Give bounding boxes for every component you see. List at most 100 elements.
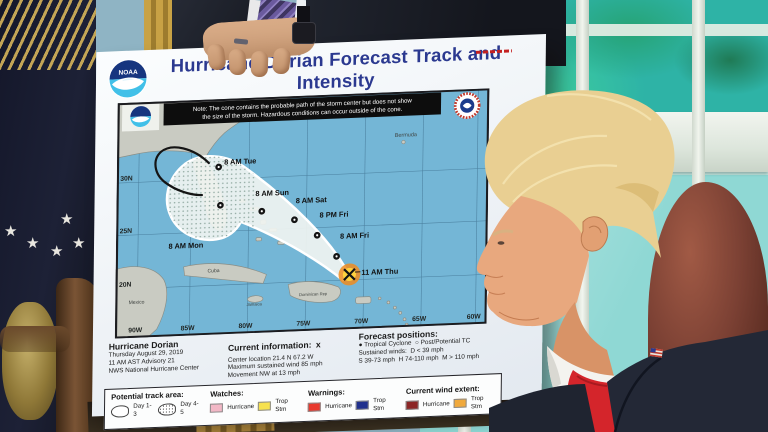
lat-label: 25N (120, 228, 133, 236)
hispaniola (287, 281, 341, 303)
current-info-heading: Current information: (227, 339, 312, 354)
ear (580, 216, 609, 252)
forecast-map: Bermuda Cuba Mexico Jamaica Dominican Re… (114, 88, 498, 339)
map-border (114, 88, 490, 339)
lon-label: 65W (412, 316, 427, 324)
wristwatch (292, 22, 316, 44)
track-label-sat: 8 AM Sat (296, 195, 328, 205)
finger (228, 48, 247, 76)
day45-cone-icon (157, 402, 177, 416)
noaa-logo-text: NOAA (118, 69, 138, 77)
nhc-hurricane-glyph (462, 102, 472, 109)
track-dot (215, 163, 223, 171)
hair-strands (502, 93, 652, 203)
flag-eagle-feathers (0, 0, 96, 70)
track-label-fri-am: 8 AM Fri (340, 231, 369, 241)
watch-strap (297, 6, 310, 24)
hurricane-forecast-poster: NOAA Hurricane Dorian Forecast Track and… (91, 34, 547, 431)
sharpie-extension (154, 146, 210, 197)
lon-label: 60W (467, 313, 482, 321)
noaa-logo: NOAA (108, 59, 148, 99)
flag-star-icon: ★ (26, 235, 40, 252)
cone-day45-stipple (165, 150, 255, 249)
track-dot (258, 207, 266, 215)
wind-cat-h: H 74-110 mph (398, 354, 439, 364)
person-right (476, 90, 768, 432)
current-x-symbol: x (315, 339, 321, 350)
legend-watches: Watches: Hurricane Trop Stm (210, 386, 299, 416)
dominican-republic-label: Dominican Rep (299, 291, 328, 297)
cone-note: Note: The cone contains the probable pat… (163, 92, 442, 126)
post-tc-circle-icon: ○ (414, 339, 419, 348)
map-axis-labels: 30N 25N 20N 90W 85W 80W 75W 70W 65W 60W (119, 175, 482, 335)
lapel-line (613, 356, 662, 432)
track-dot (313, 231, 321, 239)
flag-star-icon: ★ (4, 223, 18, 240)
map-noaa-logo (121, 103, 160, 132)
flag-star-icon: ★ (50, 243, 64, 260)
current-x-icon (343, 268, 356, 281)
chair-rail (0, 326, 70, 352)
puerto-rico (355, 296, 372, 304)
bermuda-label: Bermuda (395, 132, 418, 139)
hurricane-warning-label: Hurricane (325, 401, 352, 410)
flag-gold-tassel (2, 302, 58, 420)
lon-label: 85W (181, 325, 196, 333)
tropical-cyclone-dot-icon: ● (358, 342, 363, 350)
forecast-track-labels: 11 AM Thu 8 AM Fri 8 PM Fri 8 AM Sat 8 A… (169, 156, 399, 277)
poster-header: NOAA Hurricane Dorian Forecast Track and… (96, 34, 546, 103)
forecast-track-dots (215, 163, 340, 260)
finger (250, 50, 269, 78)
hurricane-wind-swatch (405, 400, 420, 410)
bermuda-island (401, 140, 406, 145)
track-dot (333, 252, 340, 260)
lat-label: 30N (120, 175, 133, 183)
lon-label: 90W (128, 327, 143, 335)
window-rail-top (530, 24, 768, 36)
presidential-flag: ★ ★ ★ ★ ★ (0, 0, 96, 432)
nhc-logo (453, 92, 481, 119)
neck (551, 302, 615, 380)
track-label-mon: 8 AM Mon (169, 240, 204, 250)
day13-label: Day 1-3 (133, 402, 152, 418)
track-label-fri-pm: 8 PM Fri (320, 210, 349, 220)
lon-label: 80W (239, 323, 254, 331)
flag-lapel-pin (649, 348, 663, 358)
cuba (183, 263, 267, 284)
track-label-sun: 8 AM Sun (255, 188, 289, 198)
current-position-marker (338, 263, 361, 286)
track-dot (216, 201, 224, 209)
mexico-label: Mexico (129, 299, 145, 306)
legend-track-area: Potential track area: Day 1-3 Day 4-5 (110, 389, 201, 419)
day13-cone-icon (110, 404, 130, 418)
eyebrow (492, 229, 514, 237)
hurricane-watch-label: Hurricane (227, 402, 255, 411)
tropstm-warning-label: Trop Stm (373, 396, 386, 412)
jamaica-label: Jamaica (246, 301, 262, 307)
track-dot (291, 216, 298, 224)
tropstm-warning-swatch (355, 400, 370, 410)
track-label-tue: 8 AM Tue (224, 156, 256, 166)
wind-cat-s: S 39-73 mph (358, 356, 396, 365)
map-place-labels: Bermuda Cuba Mexico Jamaica Dominican Re… (129, 132, 418, 307)
wooden-chair (0, 278, 112, 432)
storm-info: Hurricane Dorian Thursday August 29, 201… (108, 337, 222, 385)
current-information: Current information: x Center location 2… (228, 332, 353, 380)
legend-warnings: Warnings: Hurricane Trop Stm (307, 385, 397, 415)
yucatan (114, 266, 168, 339)
flag-star-icon: ★ (60, 211, 74, 228)
suit-right (607, 330, 768, 432)
lon-label: 70W (354, 318, 369, 326)
tropstm-watch-swatch (258, 401, 272, 411)
tropstm-watch-label: Trop Stm (275, 397, 288, 413)
noaa-wave (111, 77, 144, 90)
day45-label: Day 4-5 (180, 400, 199, 416)
cuba-label: Cuba (208, 268, 220, 274)
hurricane-warning-swatch (307, 402, 322, 412)
eye (497, 241, 505, 245)
hurricane-watch-swatch (210, 403, 224, 413)
flag-star-icon: ★ (72, 235, 86, 252)
hurricane-wind-label: Hurricane (422, 399, 450, 409)
jamaica-island (247, 295, 264, 303)
forecast-map-svg: Bermuda Cuba Mexico Jamaica Dominican Re… (114, 88, 490, 339)
